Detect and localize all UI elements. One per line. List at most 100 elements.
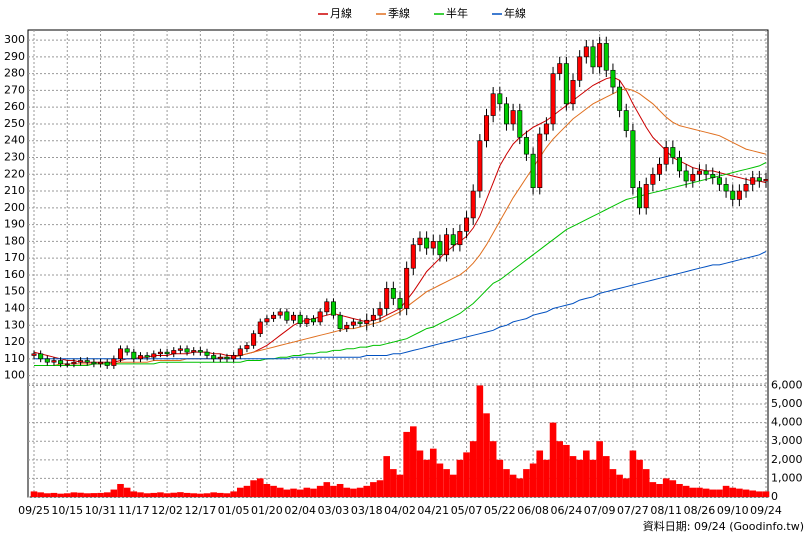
candle-body: [324, 301, 330, 313]
y-tick-label: 140: [4, 302, 25, 315]
volume-bar: [629, 450, 637, 497]
y-tick-label: 210: [4, 184, 25, 197]
volume-bar: [496, 459, 504, 497]
y-tick-label: 270: [4, 83, 25, 96]
x-tick-label: 03/18: [351, 504, 383, 517]
volume-bar: [296, 489, 304, 497]
candle-body: [457, 231, 463, 246]
candle-body: [31, 353, 37, 356]
candle-body: [51, 360, 57, 363]
candle-body: [370, 314, 376, 321]
volume-bar: [543, 459, 550, 497]
y-tick-label: 170: [4, 251, 25, 264]
candle-body: [477, 140, 483, 192]
volume-bar: [463, 452, 470, 497]
volume-bar: [529, 463, 537, 497]
candle-body: [410, 244, 416, 269]
y2-tick-label: 3,000: [771, 434, 803, 447]
candle-body: [211, 355, 217, 360]
y-tick-label: 220: [4, 167, 25, 180]
volume-bar: [509, 474, 517, 497]
candle-body: [111, 358, 117, 366]
candle-body: [543, 123, 549, 135]
volume-bar: [210, 492, 217, 497]
volume-bar: [416, 450, 424, 497]
volume-bar: [662, 478, 670, 497]
candle-body: [104, 361, 110, 366]
volume-bar: [742, 489, 750, 497]
x-tick-label: 01/20: [251, 504, 283, 517]
volume-bar: [256, 478, 264, 497]
x-tick-label: 08/26: [684, 504, 716, 517]
volume-bar: [150, 492, 158, 497]
y-tick-label: 300: [4, 33, 25, 46]
x-tick-label: 05/22: [484, 504, 516, 517]
y-tick-label: 130: [4, 318, 25, 331]
x-tick-label: 09/25: [18, 504, 50, 517]
volume-bar: [449, 474, 457, 497]
candle-body: [583, 46, 589, 58]
y-tick-label: 110: [4, 352, 25, 365]
candle-body: [617, 86, 623, 111]
y-tick-label: 190: [4, 218, 25, 231]
candle-body: [151, 353, 157, 358]
candle-body: [530, 153, 536, 189]
candle-body: [157, 351, 163, 355]
candle-body: [497, 93, 503, 105]
candle-body: [690, 173, 696, 182]
volume-bar: [230, 491, 237, 497]
volume-bar: [689, 487, 697, 497]
candle-body: [337, 314, 343, 329]
volume-bar: [656, 483, 663, 497]
candle-body: [716, 177, 722, 185]
volume-bar: [642, 469, 650, 497]
candle-body: [550, 73, 556, 125]
candle-body: [357, 321, 363, 324]
volume-bar: [443, 469, 450, 497]
y2-tick-label: 4,000: [771, 416, 803, 429]
volume-bar: [236, 487, 244, 497]
volume-bar: [163, 493, 171, 497]
volume-bar: [70, 492, 78, 497]
volume-bar: [523, 469, 530, 497]
volume-bar: [716, 489, 723, 497]
candle-body: [657, 163, 663, 175]
candle-body: [191, 350, 197, 353]
volume-bar: [576, 459, 583, 497]
candle-body: [317, 311, 323, 323]
candle-body: [630, 130, 636, 189]
volume-bar: [283, 489, 291, 497]
volume-bar: [516, 478, 524, 497]
volume-bar: [569, 456, 577, 497]
volume-bar: [263, 483, 271, 497]
volume-bar: [682, 485, 690, 497]
volume-bar: [57, 493, 64, 497]
volume-bar: [336, 483, 344, 497]
candle-body: [244, 345, 250, 350]
candle-body: [750, 177, 756, 185]
volume-bar: [123, 487, 131, 497]
candle-body: [78, 360, 84, 363]
volume-bar: [130, 491, 138, 497]
candle-body: [171, 350, 177, 355]
volume-bar: [556, 441, 564, 497]
candle-body: [164, 351, 170, 355]
volume-bar: [177, 492, 184, 497]
x-tick-label: 06/08: [517, 504, 549, 517]
x-tick-label: 02/04: [284, 504, 316, 517]
volume-bar: [596, 441, 603, 497]
candle-body: [124, 348, 130, 353]
volume-bar: [356, 487, 364, 497]
y-tick-label: 150: [4, 285, 25, 298]
x-tick-label: 04/21: [417, 504, 449, 517]
volume-bar: [250, 480, 257, 497]
y-tick-label: 160: [4, 268, 25, 281]
candle-body: [683, 170, 689, 182]
legend-label: 年線: [504, 6, 526, 20]
y2-tick-label: 1,000: [771, 471, 803, 484]
candle-body: [297, 314, 303, 324]
volume-bar: [469, 441, 477, 497]
candle-body: [710, 173, 716, 178]
volume-bar: [436, 463, 444, 497]
volume-bar: [429, 448, 437, 497]
